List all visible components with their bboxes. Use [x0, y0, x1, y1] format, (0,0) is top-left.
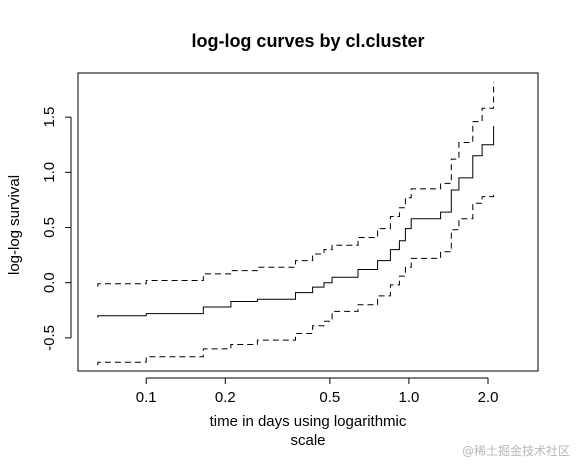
x-tick-label: 2.0	[478, 389, 499, 406]
y-tick-label: 0.0	[41, 272, 58, 293]
y-tick-label: 1.0	[41, 162, 58, 183]
x-tick-label: 0.1	[136, 389, 157, 406]
watermark-text: @稀土掘金技术社区	[462, 443, 570, 458]
x-tick-label: 0.5	[319, 389, 340, 406]
y-tick-label: -0.5	[41, 325, 58, 351]
series-line-3	[97, 194, 495, 365]
series-layer	[97, 81, 495, 365]
y-axis: -0.5 0.0 0.5 1.0 1.5	[41, 107, 72, 351]
plot-frame	[77, 72, 539, 372]
x-axis-label-line-1: time in days using logarithmic	[210, 413, 407, 430]
x-axis: 0.1 0.2 0.5 1.0 2.0	[136, 377, 499, 406]
y-tick-label: 1.5	[41, 107, 58, 128]
y-tick-label: 0.5	[41, 217, 58, 238]
series-line-2	[97, 81, 495, 287]
y-axis-label: log-log survival	[6, 175, 23, 275]
chart-title: log-log curves by cl.cluster	[191, 31, 424, 51]
series-line-1	[97, 126, 495, 318]
x-tick-label: 0.2	[215, 389, 236, 406]
x-tick-label: 1.0	[398, 389, 419, 406]
x-axis-label-line-2: scale	[290, 432, 325, 449]
